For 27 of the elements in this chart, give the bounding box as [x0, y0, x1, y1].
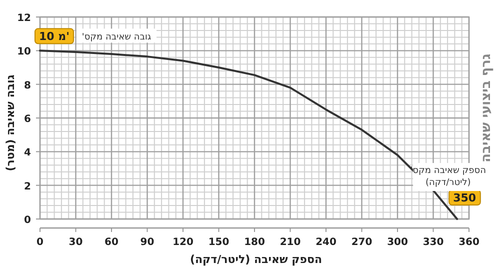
- x-tick-label: 150: [208, 237, 230, 248]
- x-tick-label: 360: [458, 237, 480, 248]
- y-tick-label: 8: [24, 80, 32, 92]
- annotation: 350: [453, 192, 476, 204]
- x-tick-label: 240: [316, 237, 336, 248]
- x-tick-label: 0: [36, 237, 44, 248]
- annotation: גובה שאיבה מקס': [82, 32, 152, 43]
- y-tick-label: 12: [17, 13, 32, 24]
- x-tick-label: 180: [244, 237, 265, 248]
- annotation: הספק שאיבה מקס' (ליטר/דקה): [410, 166, 486, 188]
- y-tick-label: 6: [24, 114, 32, 125]
- x-axis-title: הספק שאיבה (ליטר/דקה): [190, 253, 322, 266]
- text: גרף ביצועי שאיבה: [479, 53, 494, 162]
- x-tick-label: 330: [422, 237, 444, 248]
- y-tick-label: 10: [17, 46, 32, 58]
- x-tick-label: 90: [140, 237, 154, 248]
- x-tick-label: 210: [280, 237, 301, 248]
- y-tick-label: 2: [24, 181, 32, 192]
- y-tick-label: 4: [24, 148, 32, 159]
- x-tick-label: 60: [104, 237, 118, 248]
- x-tick-label: 270: [351, 237, 372, 248]
- x-tick-label: 120: [172, 237, 194, 248]
- y-axis-title: גובה שאיבה (מטר): [4, 74, 17, 172]
- x-tick-label: 30: [68, 237, 83, 248]
- y-tick-label: 0: [24, 215, 32, 226]
- annotation: 10 מ': [39, 30, 70, 44]
- x-tick-label: 300: [387, 237, 408, 248]
